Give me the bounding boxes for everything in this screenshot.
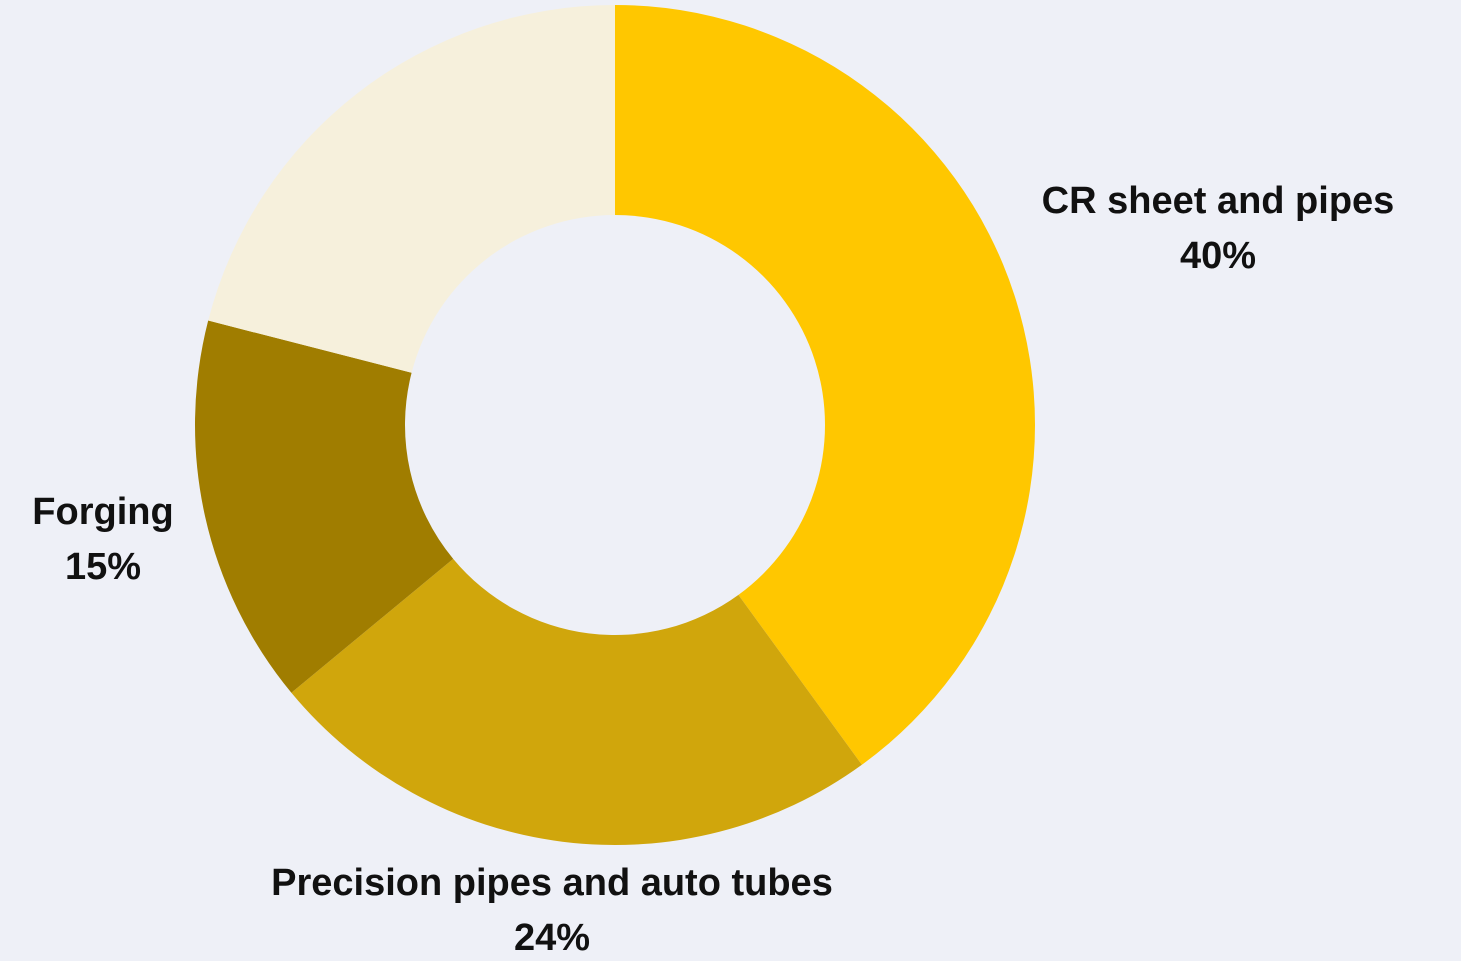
slice-label: Precision pipes and auto tubes xyxy=(271,862,833,904)
donut-slice xyxy=(208,5,615,373)
slice-value-label: 40% xyxy=(1180,235,1256,277)
slice-label: Forging xyxy=(32,491,173,533)
donut-slice xyxy=(195,320,454,693)
slice-label: CR sheet and pipes xyxy=(1042,180,1395,222)
donut-slice xyxy=(615,5,1036,765)
slice-value-label: 24% xyxy=(514,917,590,959)
slice-value-label: 15% xyxy=(65,546,141,588)
donut-slice xyxy=(291,558,862,845)
